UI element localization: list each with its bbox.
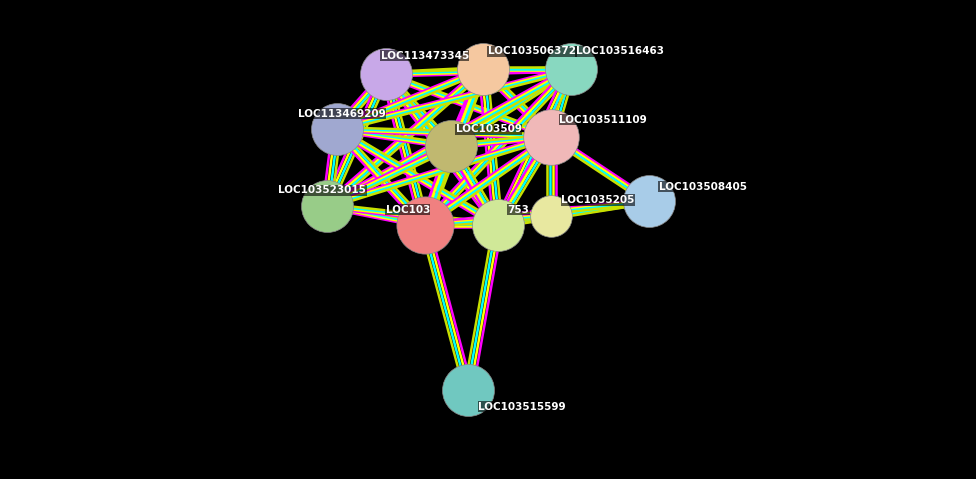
Text: LOC103508405: LOC103508405 xyxy=(659,182,747,192)
Text: LOC103523015: LOC103523015 xyxy=(278,185,366,195)
Text: LOC1035205: LOC1035205 xyxy=(561,195,634,205)
Text: LOC103: LOC103 xyxy=(386,205,429,215)
Text: LOC103515599: LOC103515599 xyxy=(478,402,566,412)
Text: LOC103509: LOC103509 xyxy=(456,124,522,134)
Point xyxy=(641,197,657,205)
Text: LOC103516463: LOC103516463 xyxy=(576,46,664,56)
Point xyxy=(544,212,559,219)
Point xyxy=(378,70,393,78)
Text: LOC103506372: LOC103506372 xyxy=(488,46,576,56)
Text: LOC103511109: LOC103511109 xyxy=(559,114,647,125)
Point xyxy=(490,221,506,229)
Point xyxy=(329,125,345,133)
Text: 753: 753 xyxy=(508,205,529,215)
Point xyxy=(319,202,335,210)
Point xyxy=(544,133,559,140)
Text: LOC113473345: LOC113473345 xyxy=(381,51,468,61)
Point xyxy=(443,142,459,150)
Point xyxy=(563,66,579,73)
Point xyxy=(475,66,491,73)
Point xyxy=(461,387,476,394)
Text: LOC113469209: LOC113469209 xyxy=(298,109,386,119)
Point xyxy=(417,221,432,229)
